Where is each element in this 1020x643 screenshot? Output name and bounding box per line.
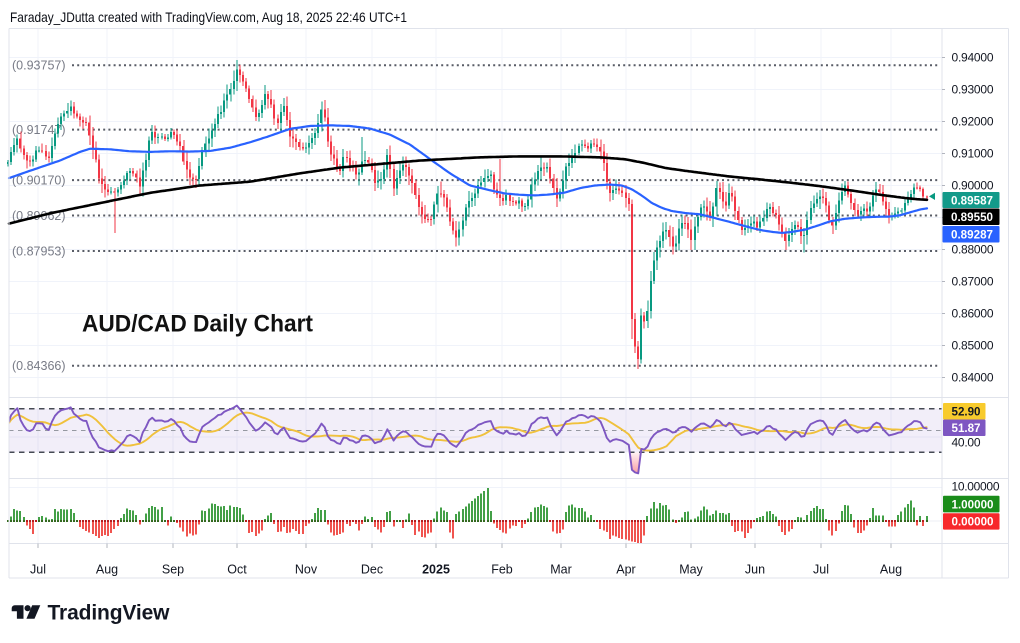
svg-text:Jun: Jun bbox=[745, 563, 765, 577]
svg-text:Oct: Oct bbox=[227, 563, 247, 577]
svg-text:Mar: Mar bbox=[550, 563, 572, 577]
svg-text:0.90000: 0.90000 bbox=[952, 179, 994, 193]
svg-text:51.87: 51.87 bbox=[952, 421, 981, 435]
svg-text:0.87000: 0.87000 bbox=[952, 275, 994, 289]
svg-text:Jul: Jul bbox=[30, 563, 46, 577]
svg-text:0.89550: 0.89550 bbox=[951, 210, 993, 224]
svg-text:Feb: Feb bbox=[491, 563, 513, 577]
svg-text:0.93000: 0.93000 bbox=[952, 83, 994, 97]
svg-text:0.89287: 0.89287 bbox=[951, 228, 993, 242]
svg-text:0.92000: 0.92000 bbox=[952, 115, 994, 129]
svg-text:TradingView: TradingView bbox=[48, 601, 171, 624]
svg-text:(0.87953): (0.87953) bbox=[12, 244, 66, 258]
svg-text:Aug: Aug bbox=[880, 563, 902, 577]
svg-text:(0.84366): (0.84366) bbox=[12, 359, 66, 373]
svg-text:Apr: Apr bbox=[616, 563, 635, 577]
svg-text:AUD/CAD Daily Chart: AUD/CAD Daily Chart bbox=[82, 311, 313, 338]
svg-text:(0.93757): (0.93757) bbox=[12, 59, 66, 73]
svg-text:Jul: Jul bbox=[813, 563, 829, 577]
svg-text:40.00: 40.00 bbox=[952, 435, 981, 449]
svg-text:Faraday_JDutta created with Tr: Faraday_JDutta created with TradingView.… bbox=[10, 9, 407, 25]
svg-text:Sep: Sep bbox=[162, 563, 184, 577]
svg-text:0.84000: 0.84000 bbox=[952, 371, 994, 385]
svg-text:0.00000: 0.00000 bbox=[952, 515, 994, 529]
svg-text:0.91000: 0.91000 bbox=[952, 147, 994, 161]
svg-text:Aug: Aug bbox=[96, 563, 118, 577]
svg-text:0.86000: 0.86000 bbox=[952, 307, 994, 321]
svg-text:0.94000: 0.94000 bbox=[952, 51, 994, 65]
svg-text:52.90: 52.90 bbox=[952, 405, 981, 419]
svg-text:(0.90170): (0.90170) bbox=[12, 173, 66, 187]
svg-text:10.00000: 10.00000 bbox=[952, 480, 1000, 494]
svg-text:Nov: Nov bbox=[295, 563, 318, 577]
svg-text:1.00000: 1.00000 bbox=[952, 497, 994, 511]
svg-text:(0.91747): (0.91747) bbox=[12, 123, 66, 137]
svg-text:0.85000: 0.85000 bbox=[952, 339, 994, 353]
svg-text:Dec: Dec bbox=[361, 563, 383, 577]
svg-text:2025: 2025 bbox=[422, 563, 450, 577]
svg-text:May: May bbox=[679, 563, 703, 577]
svg-text:0.89587: 0.89587 bbox=[951, 193, 993, 207]
svg-text:0.88000: 0.88000 bbox=[952, 243, 994, 257]
